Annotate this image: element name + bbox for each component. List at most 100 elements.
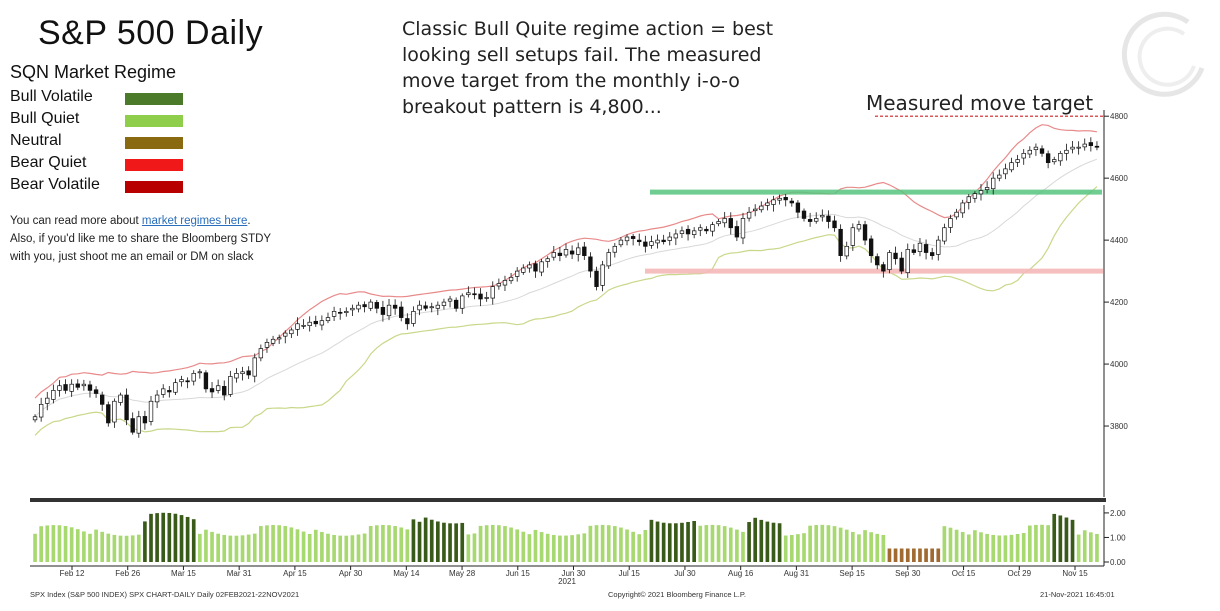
- candle-body: [496, 283, 502, 287]
- candle-body: [81, 383, 87, 387]
- volume-bar: [704, 525, 709, 562]
- candle-body: [929, 252, 935, 256]
- volume-bar: [167, 512, 172, 562]
- x-tick-label: Mar 15: [171, 569, 196, 578]
- volume-bar: [558, 535, 562, 562]
- candle-body: [399, 306, 404, 318]
- candle-body: [392, 304, 398, 309]
- volume-bar: [692, 521, 696, 562]
- candle-body: [344, 311, 349, 313]
- candle-body: [588, 256, 593, 272]
- volume-bar: [1076, 534, 1081, 562]
- candle-body: [502, 280, 508, 286]
- candle-body: [472, 293, 477, 296]
- candle-body: [490, 286, 495, 299]
- candle-body: [826, 215, 831, 222]
- candle-body: [1045, 153, 1051, 164]
- candle-body: [264, 342, 270, 348]
- volume-bar: [222, 534, 227, 562]
- volume-bar: [954, 529, 959, 562]
- volume-bar: [100, 531, 105, 562]
- volume-bar: [674, 523, 678, 562]
- volume-bar: [600, 524, 605, 562]
- x-tick-label: Jun 15: [506, 569, 531, 578]
- volume-bar: [936, 548, 941, 562]
- candle-body: [405, 318, 410, 325]
- candle-body: [734, 226, 740, 238]
- volume-bar: [283, 526, 288, 562]
- candle-body: [222, 386, 227, 396]
- volume-bar: [112, 534, 117, 562]
- candle-body: [710, 224, 715, 232]
- volume-bar: [564, 535, 568, 562]
- candle-body: [185, 380, 190, 383]
- volume-bar: [1015, 534, 1020, 562]
- candle-body: [124, 394, 129, 421]
- volume-bar: [576, 534, 581, 562]
- volume-bar: [875, 533, 880, 562]
- volume-bar: [814, 525, 819, 562]
- price-axis: 4800 4600 4400 4200 4000 3800: [1103, 110, 1128, 497]
- volume-bar: [277, 525, 281, 562]
- candle-body: [789, 200, 794, 204]
- volume-bar: [899, 548, 904, 562]
- candle-body: [331, 311, 337, 317]
- candle-body: [148, 400, 154, 422]
- price-tick-label: 4200: [1110, 298, 1128, 307]
- note-text: You can read more about market regimes h…: [10, 212, 310, 266]
- footer-timestamp: 21-Nov-2021 16:45:01: [1040, 590, 1115, 599]
- candle-body: [759, 205, 764, 211]
- candle-body: [1015, 159, 1020, 163]
- candle-body: [270, 338, 276, 344]
- candle-body: [899, 257, 904, 272]
- candle-body: [100, 394, 105, 405]
- volume-bar: [783, 535, 788, 562]
- volume-bar: [179, 515, 184, 562]
- volume-bar: [625, 529, 629, 562]
- volume-bar: [1040, 524, 1044, 562]
- candle-body: [234, 373, 239, 379]
- candle-body: [167, 390, 172, 393]
- candle-body: [362, 304, 367, 308]
- volume-bar: [301, 531, 306, 562]
- volume-bar: [728, 527, 733, 562]
- market-regimes-link[interactable]: market regimes here: [141, 215, 248, 227]
- volume-bar: [94, 529, 98, 562]
- candle-body: [679, 230, 685, 234]
- volume-bar: [228, 535, 233, 562]
- volume-bar: [515, 529, 520, 562]
- x-tick-label: Jun 30: [561, 569, 586, 578]
- candle-body: [972, 193, 978, 199]
- volume-bar: [387, 525, 391, 562]
- legend-item-bull-quiet: Bull Quiet: [10, 110, 183, 132]
- volume-bar: [619, 527, 623, 562]
- volume-bar: [265, 525, 269, 562]
- volume-bar: [497, 525, 501, 562]
- candle-body: [1039, 148, 1045, 154]
- volume-bar: [490, 524, 495, 562]
- x-axis: Feb 12 Feb 26 Mar 15 Mar 31 Apr 15 Apr 30 May …: [30, 565, 1104, 586]
- volume-bar: [887, 548, 892, 562]
- candle-body: [618, 239, 624, 246]
- candle-body: [545, 258, 550, 262]
- volume-bar: [930, 548, 935, 562]
- candle-body: [923, 244, 929, 253]
- volume-bar: [985, 533, 989, 562]
- candlesticks: [32, 137, 1100, 438]
- x-tick-label: Apr 30: [339, 569, 363, 578]
- candle-body: [252, 357, 257, 377]
- candle-body: [191, 373, 196, 382]
- x-tick-label: Feb 12: [60, 569, 85, 578]
- x-tick-label: Feb 26: [115, 569, 140, 578]
- volume-bar: [527, 534, 532, 562]
- volume-bar: [417, 521, 422, 562]
- measured-move-label: Measured move target: [866, 91, 1094, 115]
- volume-bar: [948, 527, 953, 562]
- volume-bar: [698, 525, 703, 562]
- candle-body: [807, 219, 813, 222]
- volume-bar: [545, 533, 550, 562]
- candle-body: [466, 292, 471, 296]
- candle-body: [765, 202, 770, 206]
- candle-body: [850, 227, 856, 246]
